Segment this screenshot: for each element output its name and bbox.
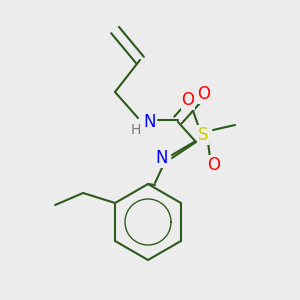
Text: O: O: [182, 91, 194, 109]
Text: O: O: [208, 156, 220, 174]
Text: S: S: [198, 126, 208, 144]
Text: N: N: [156, 149, 168, 167]
Text: N: N: [144, 113, 156, 131]
Text: H: H: [131, 123, 141, 137]
Text: O: O: [197, 85, 211, 103]
